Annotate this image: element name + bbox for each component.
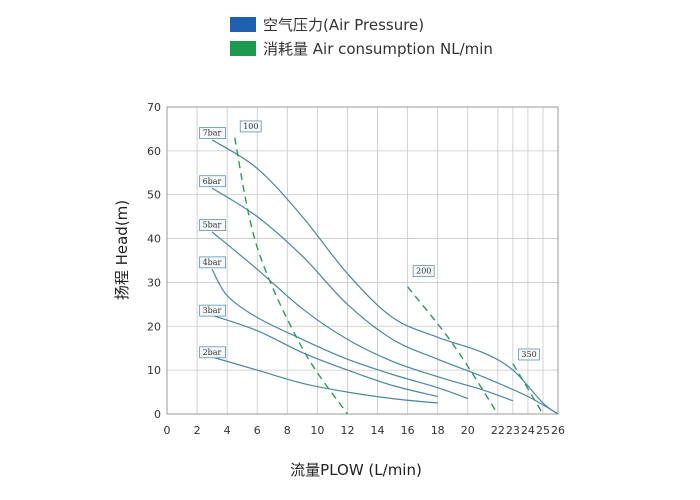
plot-frame <box>166 106 559 415</box>
legend-label-air-pressure: 空气压力(Air Pressure) <box>263 16 424 34</box>
x-tick-label: 6 <box>254 424 261 437</box>
x-tick-label: 4 <box>224 424 231 437</box>
pressure-curve-7bar <box>211 139 559 415</box>
legend-swatch-air-pressure <box>230 17 256 32</box>
pressure-curve-6bar <box>211 187 559 415</box>
x-tick-label: 12 <box>340 424 354 437</box>
grid <box>166 106 559 415</box>
curve-label-text: 2bar <box>203 348 222 357</box>
curve-label-6bar: 6bar <box>199 175 226 188</box>
consumption-line-100 <box>234 137 349 415</box>
curve-label-2bar: 2bar <box>199 346 226 359</box>
x-tick-label: 18 <box>431 424 445 437</box>
legend-item-air-consumption: 消耗量 Air consumption NL/min <box>230 40 493 58</box>
curve-label-4bar: 4bar <box>199 256 226 269</box>
y-tick-label: 60 <box>147 145 161 158</box>
curve-label-text: 100 <box>243 122 258 131</box>
x-axis-title: 流量PLOW (L/min) <box>290 461 422 479</box>
pressure-curve-5bar <box>211 231 514 402</box>
pressure-curve-3bar <box>211 314 438 398</box>
curve-label-text: 4bar <box>203 258 222 267</box>
curve-label-text: 6bar <box>203 177 222 186</box>
y-tick-label: 30 <box>147 276 161 289</box>
x-tick-label: 22 <box>491 424 505 437</box>
curve-label-text: 200 <box>416 267 431 276</box>
curve-labels: 7bar 6bar 5bar 4bar 3bar 2bar 100 200 350 <box>199 120 540 361</box>
y-tick-label: 20 <box>147 320 161 333</box>
curve-label-box <box>412 265 435 278</box>
legend-item-air-pressure: 空气压力(Air Pressure) <box>230 16 424 34</box>
curve-label-text: 7bar <box>203 129 222 138</box>
curve-label-box <box>199 219 226 231</box>
curve-label-box <box>199 256 226 269</box>
legend: 空气压力(Air Pressure) 消耗量 Air consumption N… <box>230 16 493 58</box>
y-tick-label: 0 <box>154 408 161 421</box>
curve-label-text: 5bar <box>203 221 222 230</box>
curve-label-box <box>199 304 226 317</box>
curve-label-text: 350 <box>521 350 536 359</box>
consumption-line-350 <box>512 363 544 415</box>
x-tick-label: 20 <box>461 424 475 437</box>
series-layer <box>211 137 559 415</box>
x-tick-label: 23 <box>506 424 520 437</box>
x-tick-label: 2 <box>194 424 201 437</box>
curve-label-box <box>199 127 226 139</box>
pressure-curve-2bar <box>211 356 438 404</box>
y-tick-label: 50 <box>147 189 161 202</box>
curve-label-box <box>239 120 262 133</box>
legend-label-air-consumption: 消耗量 Air consumption NL/min <box>263 40 493 58</box>
y-tick-labels: 0 10 20 30 40 50 60 70 <box>147 101 161 421</box>
curve-label-100: 100 <box>239 120 262 133</box>
x-tick-label: 0 <box>164 424 171 437</box>
curve-label-5bar: 5bar <box>199 219 226 231</box>
x-tick-label: 8 <box>284 424 291 437</box>
curve-label-text: 3bar <box>203 306 222 315</box>
curve-label-3bar: 3bar <box>199 304 226 317</box>
curve-label-7bar: 7bar <box>199 127 226 139</box>
consumption-line-200 <box>407 286 499 415</box>
x-tick-label: 25 <box>536 424 550 437</box>
y-tick-label: 10 <box>147 364 161 377</box>
curve-label-box <box>199 346 226 359</box>
x-tick-labels: 0 2 4 6 8 10 12 14 16 18 20 22 23 24 25 26 <box>164 424 566 437</box>
curve-label-box <box>518 348 540 361</box>
x-tick-label: 24 <box>521 424 535 437</box>
y-axis-title: 扬程 Head(m) <box>113 200 131 300</box>
x-tick-label: 14 <box>371 424 385 437</box>
pressure-curve-4bar <box>211 269 469 400</box>
x-tick-label: 10 <box>310 424 324 437</box>
legend-swatch-air-consumption <box>230 41 256 56</box>
curve-label-box <box>199 175 226 188</box>
y-tick-label: 70 <box>147 101 161 114</box>
curve-label-200: 200 <box>412 265 435 278</box>
x-tick-label: 16 <box>401 424 415 437</box>
curve-label-350: 350 <box>518 348 540 361</box>
y-tick-label: 40 <box>147 233 161 246</box>
x-tick-label: 26 <box>551 424 565 437</box>
